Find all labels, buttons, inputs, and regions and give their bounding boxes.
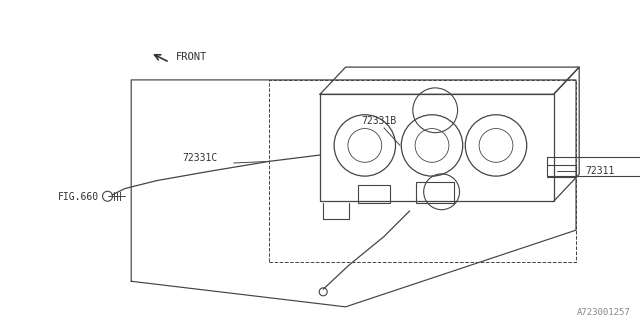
Bar bbox=[547, 156, 640, 176]
Text: 72331B: 72331B bbox=[362, 116, 397, 126]
Text: 72331C: 72331C bbox=[182, 153, 218, 163]
Text: FIG.660: FIG.660 bbox=[58, 192, 99, 202]
Text: A723001257: A723001257 bbox=[577, 308, 630, 317]
Text: FRONT: FRONT bbox=[176, 52, 207, 62]
Bar bbox=[358, 185, 390, 203]
Bar bbox=[320, 94, 554, 201]
Bar bbox=[416, 182, 454, 203]
Text: 72311: 72311 bbox=[586, 166, 615, 176]
